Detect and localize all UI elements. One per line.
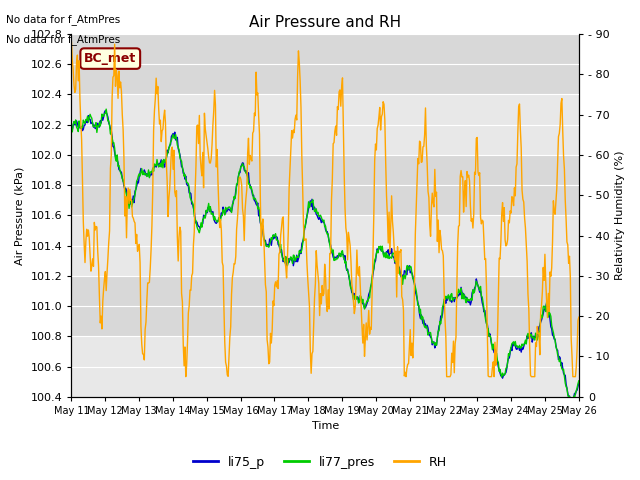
Y-axis label: Relativity Humidity (%): Relativity Humidity (%) (615, 151, 625, 280)
Title: Air Pressure and RH: Air Pressure and RH (249, 15, 401, 30)
Bar (72, 34, 579, 95)
Bar (72, 216, 579, 276)
Text: BC_met: BC_met (84, 52, 136, 65)
Bar (72, 336, 579, 397)
Legend: li75_p, li77_pres, RH: li75_p, li77_pres, RH (188, 451, 452, 474)
Bar (72, 155, 579, 216)
Text: No data for f_AtmPres: No data for f_AtmPres (6, 34, 121, 45)
Bar (72, 95, 579, 155)
Text: No data for f_AtmPres: No data for f_AtmPres (6, 14, 121, 25)
X-axis label: Time: Time (312, 421, 339, 432)
Bar (72, 276, 579, 336)
Y-axis label: Air Pressure (kPa): Air Pressure (kPa) (15, 166, 25, 264)
